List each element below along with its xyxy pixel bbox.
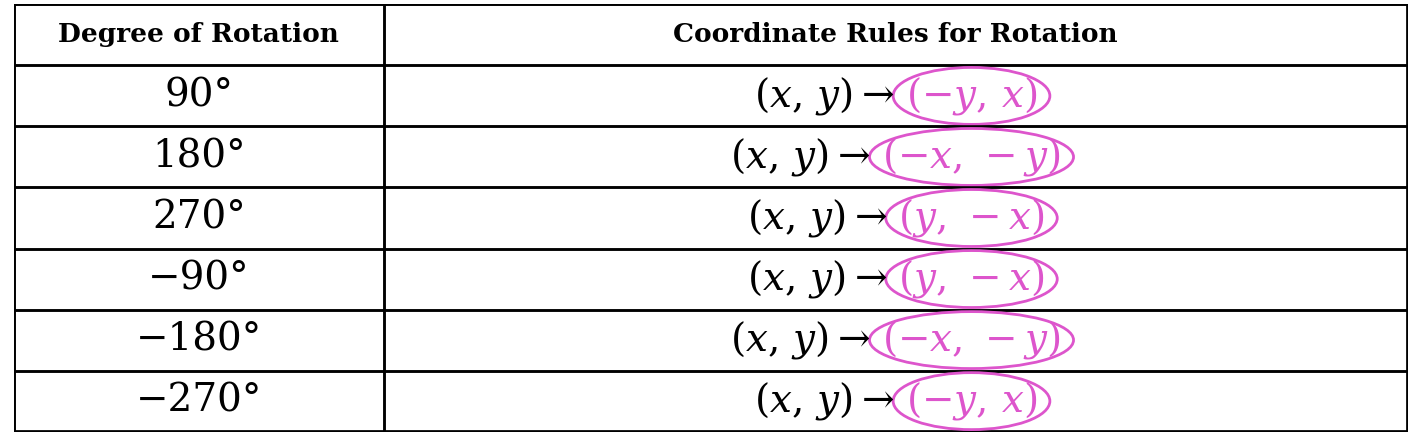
Text: $(-y,\, x)$: $(-y,\, x)$ xyxy=(906,380,1037,422)
Bar xyxy=(14,249,384,310)
Text: Degree of Rotation: Degree of Rotation xyxy=(58,22,340,48)
Text: $(-x,\,-y)$: $(-x,\,-y)$ xyxy=(882,136,1061,178)
Bar xyxy=(14,371,384,432)
Text: $(-y,\, x)$: $(-y,\, x)$ xyxy=(906,75,1037,117)
Text: 90°: 90° xyxy=(165,78,233,114)
Bar xyxy=(384,65,1408,126)
Text: $(y,\,-x)$: $(y,\,-x)$ xyxy=(899,258,1045,300)
Text: $(-x,\,-y)$: $(-x,\,-y)$ xyxy=(882,319,1061,361)
Text: Coordinate Rules for Rotation: Coordinate Rules for Rotation xyxy=(674,22,1118,48)
Text: $\mathit{(x,\,y)} \rightarrow$: $\mathit{(x,\,y)} \rightarrow$ xyxy=(747,197,887,239)
Bar xyxy=(384,187,1408,249)
Text: 180°: 180° xyxy=(152,139,246,175)
Bar xyxy=(384,126,1408,187)
Bar xyxy=(14,187,384,249)
Text: $\mathit{(x,\,y)} \rightarrow$: $\mathit{(x,\,y)} \rightarrow$ xyxy=(731,136,870,178)
Bar xyxy=(14,65,384,126)
Text: 270°: 270° xyxy=(152,200,246,236)
Text: $\mathit{(x,\,y)} \rightarrow$: $\mathit{(x,\,y)} \rightarrow$ xyxy=(754,380,894,422)
Bar xyxy=(14,4,384,65)
Text: −180°: −180° xyxy=(135,322,262,358)
Bar xyxy=(14,126,384,187)
Bar xyxy=(14,310,384,371)
Bar xyxy=(384,4,1408,65)
Bar xyxy=(384,310,1408,371)
Text: $\mathit{(x,\,y)} \rightarrow$: $\mathit{(x,\,y)} \rightarrow$ xyxy=(731,319,870,361)
Bar xyxy=(384,371,1408,432)
Text: $(y,\,-x)$: $(y,\,-x)$ xyxy=(899,197,1045,239)
Bar xyxy=(384,249,1408,310)
Text: −270°: −270° xyxy=(135,383,262,419)
Text: $\mathit{(x,\,y)} \rightarrow$: $\mathit{(x,\,y)} \rightarrow$ xyxy=(747,258,887,300)
Text: −90°: −90° xyxy=(148,261,250,297)
Text: $\mathit{(x,\,y)} \rightarrow$: $\mathit{(x,\,y)} \rightarrow$ xyxy=(754,75,894,117)
